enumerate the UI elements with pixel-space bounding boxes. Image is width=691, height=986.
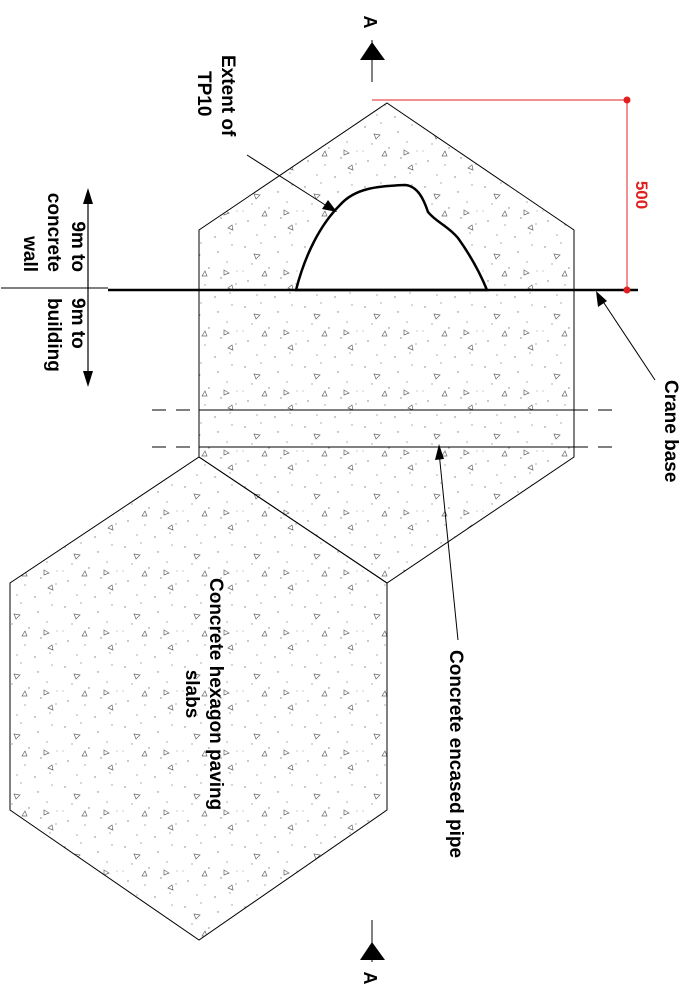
section-label-top: A — [360, 16, 380, 29]
dimension-value: 500 — [632, 181, 651, 209]
tp10-leader — [246, 154, 337, 212]
tp10-extent-outline — [294, 183, 489, 292]
distance-arrows — [1, 188, 108, 387]
encased-pipe-label: Concrete encased pipe — [445, 650, 466, 858]
encased-pipe-leader — [435, 444, 459, 641]
crane-base-leader — [596, 291, 656, 381]
svg-text:TP10: TP10 — [193, 71, 214, 116]
section-label-bottom: A — [360, 972, 380, 985]
section-marker-top — [360, 40, 385, 82]
section-marker-bottom — [360, 920, 385, 962]
building-label: 9m to building — [43, 298, 88, 372]
svg-text:Extent of: Extent of — [217, 55, 238, 137]
svg-text:slabs: slabs — [181, 670, 202, 719]
slabs-label: Concrete hexagon paving slabs — [181, 578, 226, 810]
wall-label: 9m to concrete wall — [19, 193, 88, 272]
crane-base-label: Crane base — [660, 380, 681, 482]
hexagon-slab-lower — [9, 456, 388, 941]
svg-text:wall: wall — [19, 235, 40, 272]
svg-text:Concrete hexagon paving: Concrete hexagon paving — [205, 578, 226, 810]
dimension-500 — [372, 96, 631, 294]
encased-pipe — [152, 409, 622, 448]
svg-text:9m to: 9m to — [67, 298, 88, 349]
tp10-label: Extent of TP10 — [193, 55, 238, 137]
svg-text:9m to: 9m to — [67, 221, 88, 272]
svg-text:building: building — [43, 298, 64, 372]
svg-text:concrete: concrete — [43, 193, 64, 272]
